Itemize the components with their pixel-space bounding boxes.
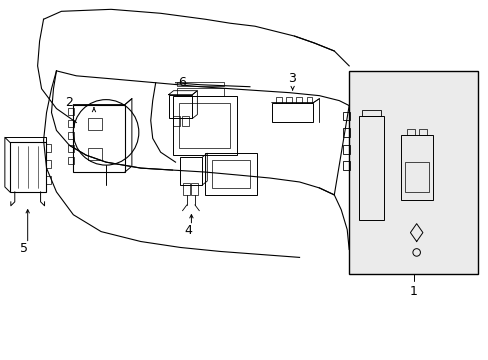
Text: 1: 1: [409, 285, 417, 298]
Bar: [68, 132, 74, 139]
Bar: [172, 96, 237, 155]
Bar: [176, 88, 224, 96]
Bar: [343, 128, 349, 137]
Bar: [68, 157, 74, 164]
Bar: [418, 129, 426, 135]
Bar: [73, 105, 124, 172]
Text: 2: 2: [65, 95, 73, 109]
Bar: [183, 183, 190, 195]
Bar: [88, 118, 102, 130]
Bar: [68, 108, 74, 114]
Text: 3: 3: [287, 72, 295, 85]
Bar: [271, 103, 313, 122]
Bar: [88, 148, 102, 160]
Bar: [178, 103, 230, 148]
Bar: [306, 96, 312, 103]
Bar: [45, 160, 50, 168]
Bar: [68, 120, 74, 127]
Bar: [45, 176, 50, 184]
Bar: [348, 71, 477, 274]
Bar: [45, 144, 50, 152]
Bar: [191, 183, 198, 195]
Bar: [343, 161, 349, 170]
Bar: [406, 129, 414, 135]
Bar: [180, 157, 202, 185]
Bar: [172, 117, 179, 126]
Bar: [400, 135, 432, 200]
Text: 4: 4: [184, 224, 192, 237]
Bar: [404, 162, 427, 192]
Bar: [343, 145, 349, 153]
Bar: [10, 142, 45, 192]
Bar: [168, 95, 192, 118]
Bar: [68, 145, 74, 152]
Text: 6: 6: [178, 76, 186, 89]
Bar: [205, 153, 256, 195]
Bar: [212, 160, 249, 188]
Bar: [343, 112, 349, 121]
Bar: [361, 109, 380, 116]
Bar: [358, 116, 383, 220]
Bar: [275, 96, 281, 103]
Bar: [285, 96, 291, 103]
Bar: [296, 96, 302, 103]
Bar: [182, 117, 189, 126]
Text: 5: 5: [20, 242, 28, 255]
Bar: [176, 82, 224, 86]
